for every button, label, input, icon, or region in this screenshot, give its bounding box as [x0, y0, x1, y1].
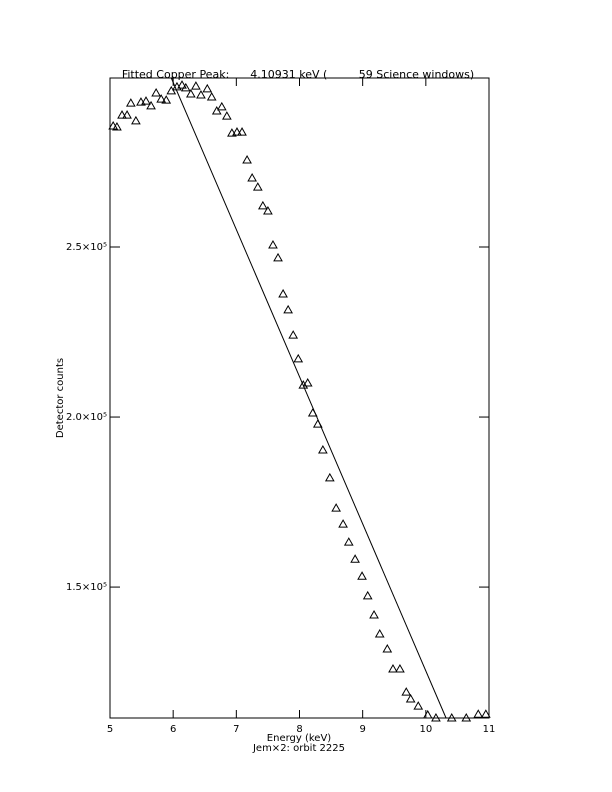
data-point: [422, 709, 433, 719]
y-tick-label: 2.5×10⁵: [66, 242, 107, 253]
data-point: [252, 182, 263, 191]
data-point: [405, 693, 416, 703]
data-point: [298, 380, 309, 389]
data-point: [473, 709, 484, 718]
data-point: [125, 98, 136, 107]
data-point: [117, 110, 127, 119]
data-point: [395, 664, 405, 673]
data-point: [141, 96, 151, 105]
data-point: [369, 609, 379, 619]
data-point: [191, 81, 201, 90]
y-axis-label: Detector counts: [55, 358, 66, 438]
data-point: [247, 172, 257, 182]
x-tick-label: 11: [483, 724, 496, 735]
data-point: [258, 200, 268, 210]
data-point: [122, 110, 132, 119]
x-tick-label: 10: [419, 724, 432, 735]
x-tick-label: 9: [359, 724, 365, 735]
data-point: [185, 88, 196, 98]
data-point: [151, 87, 161, 97]
data-point: [302, 378, 313, 387]
data-point: [263, 205, 273, 215]
data-point: [413, 701, 424, 710]
data-point: [293, 353, 304, 363]
plot-frame: [109, 77, 490, 719]
data-point: [401, 687, 412, 696]
data-point: [288, 330, 299, 339]
data-point: [131, 115, 141, 125]
data-point: [461, 712, 472, 722]
data-point: [180, 82, 191, 92]
data-point: [382, 643, 393, 653]
data-point: [362, 590, 373, 600]
data-point: [146, 100, 156, 110]
x-tick-label: 7: [233, 724, 239, 735]
data-point: [268, 239, 278, 249]
data-point: [273, 252, 283, 262]
y-tick-label: 1.5×10⁵: [66, 582, 107, 593]
data-point: [446, 712, 457, 722]
data-point: [221, 111, 232, 120]
x-tick-label: 5: [107, 724, 113, 735]
data-point: [177, 80, 187, 89]
data-point: [166, 85, 177, 95]
subtitle: Jem×2: orbit 2225: [252, 743, 345, 754]
data-point: [242, 154, 252, 164]
x-tick-label: 8: [296, 724, 302, 735]
data-point: [388, 664, 398, 673]
data-point: [156, 94, 167, 103]
chart-title: Fitted Copper Peak: 4.10931 keV ( 59 Sci…: [122, 68, 474, 81]
data-point: [350, 554, 360, 563]
data-point: [283, 304, 293, 314]
data-point: [161, 95, 172, 104]
data-point: [431, 712, 441, 722]
data-point: [331, 503, 341, 512]
data-point: [278, 288, 288, 298]
data-point: [357, 571, 367, 580]
fit-line: [170, 77, 447, 719]
x-tick-label: 6: [170, 724, 176, 735]
data-point: [232, 127, 242, 136]
data-point: [206, 92, 217, 101]
data-point: [480, 709, 491, 718]
x-axis-label: Energy (keV): [267, 733, 332, 744]
data-point: [338, 519, 348, 528]
y-tick-label: 2.0×10⁵: [66, 412, 107, 423]
data-point: [374, 628, 385, 638]
data-point: [318, 445, 328, 454]
data-point: [202, 83, 213, 93]
data-point: [343, 537, 354, 546]
data-point: [196, 89, 206, 99]
data-point: [324, 472, 335, 482]
data-point: [237, 127, 247, 136]
data-point: [112, 121, 122, 131]
data-point: [211, 105, 222, 115]
data-point: [216, 101, 227, 111]
